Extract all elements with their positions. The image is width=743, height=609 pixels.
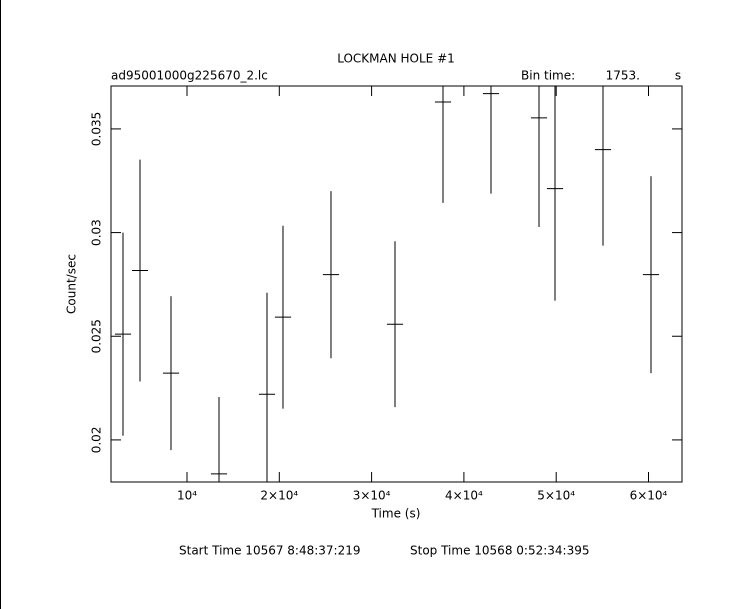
y-tick-label: 0.03 [90,219,104,246]
y-axis-label: Count/sec [65,254,79,314]
bin-time-unit: s [675,69,681,83]
y-tick-label: 0.025 [90,319,104,353]
chart-title: LOCKMAN HOLE #1 [337,52,455,66]
x-tick-label: 5×10⁴ [537,489,575,503]
x-tick-label: 2×10⁴ [260,489,298,503]
x-tick-label: 10⁴ [177,489,197,503]
x-axis-label: Time (s) [371,507,421,521]
start-time: Start Time 10567 8:48:37:219 [179,544,361,558]
plot-area [114,86,660,482]
stop-time: Stop Time 10568 0:52:34:395 [410,544,589,558]
x-tick-label: 3×10⁴ [353,489,391,503]
bin-time-label: Bin time: [521,69,575,83]
x-tick-label: 4×10⁴ [445,489,483,503]
y-tick-label: 0.02 [90,427,104,454]
bin-time: 1753. [606,69,640,83]
plot-frame [110,85,683,483]
file-name: ad95001000g225670_2.lc [111,69,268,83]
y-tick-label: 0.035 [90,112,104,146]
x-tick-label: 6×10⁴ [630,489,668,503]
